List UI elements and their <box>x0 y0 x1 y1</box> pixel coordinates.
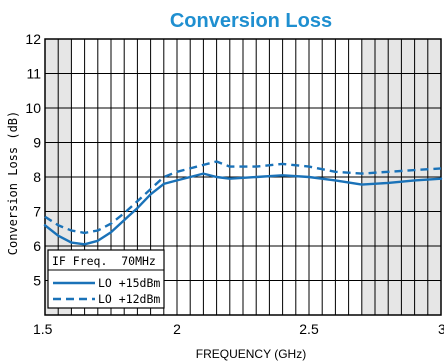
y-tick-label: 7 <box>33 204 41 220</box>
legend-label-0: LO +15dBm <box>98 276 160 290</box>
chart-title: Conversion Loss <box>170 10 332 32</box>
plot-frame <box>44 38 442 316</box>
y-tick-labels: 5 6 7 8 9 10 11 12 <box>25 31 41 289</box>
x-tick-label: 1.5 <box>33 321 53 337</box>
series-line-lo-15dbm <box>43 172 443 246</box>
x-tick-label: 2 <box>173 321 181 337</box>
y-tick-label: 6 <box>33 238 41 254</box>
series-lines <box>43 160 443 246</box>
y-tick-label: 11 <box>26 66 41 82</box>
y-tick-label: 5 <box>33 273 41 289</box>
y-axis-label: Conversion Loss (dB) <box>6 111 20 256</box>
x-tick-labels: 1.5 2 2.5 3 <box>33 321 444 337</box>
x-tick-label: 3 <box>438 321 444 337</box>
legend: IF Freq. 70MHz LO +15dBm LO +12dBm <box>47 249 165 309</box>
y-tick-label: 8 <box>33 169 41 185</box>
legend-label-1: LO +12dBm <box>98 292 160 306</box>
y-tick-label: 10 <box>25 100 41 116</box>
y-tick-label: 9 <box>33 135 41 151</box>
legend-note: IF Freq. 70MHz <box>52 254 156 268</box>
x-tick-label: 2.5 <box>299 321 319 337</box>
series-line-lo-12dbm <box>44 160 442 235</box>
y-tick-label: 12 <box>25 31 41 47</box>
x-axis-label: FREQUENCY (GHz) <box>196 347 306 361</box>
